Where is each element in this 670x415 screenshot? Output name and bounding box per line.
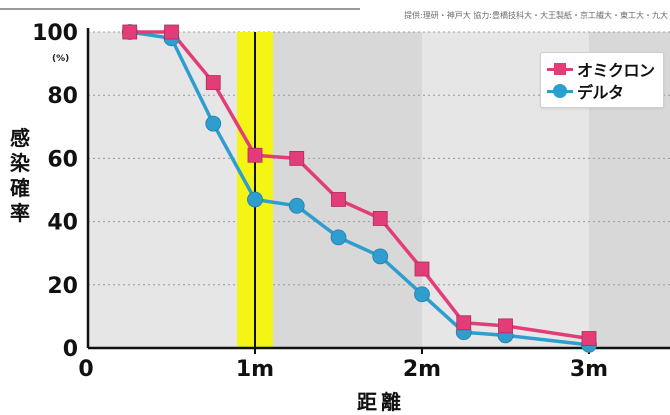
legend-label-delta: デルタ (577, 83, 624, 102)
x-tick-label: 3m (570, 357, 608, 382)
omicron-data-point (456, 315, 472, 331)
x-tick-label: 1m (236, 357, 274, 382)
omicron-data-point (205, 75, 221, 90)
omicron-data-point (331, 192, 346, 207)
x-axis-label: 距離 (357, 390, 405, 414)
omicron-data-point (122, 24, 138, 40)
y-axis-unit: (%) (52, 54, 70, 64)
omicron-data-point (372, 211, 388, 226)
delta-data-point (372, 248, 389, 265)
legend-item-delta: デルタ (547, 80, 655, 102)
x-tick-label: 0 (78, 357, 93, 382)
y-tick-label: 0 (63, 337, 78, 362)
top-rule (0, 0, 360, 10)
delta-data-point (414, 286, 430, 303)
delta-legend-marker (547, 84, 573, 98)
y-tick-label: 40 (47, 211, 78, 236)
y-tick-label: 20 (47, 274, 78, 299)
omicron-data-point (414, 261, 430, 277)
omicron-legend-marker (547, 62, 573, 76)
omicron-data-point (164, 24, 179, 40)
delta-data-point (205, 115, 222, 132)
y-tick-label: 60 (47, 147, 78, 172)
delta-data-point (247, 191, 263, 208)
omicron-data-point (247, 147, 263, 163)
omicron-data-point (498, 318, 513, 334)
y-tick-label: 80 (47, 84, 78, 109)
background-band (88, 32, 255, 348)
delta-data-point (330, 229, 347, 246)
legend-item-omicron: オミクロン (547, 58, 655, 80)
delta-data-point (288, 197, 305, 214)
chart-legend: オミクロン デルタ (540, 52, 664, 108)
background-band (255, 32, 422, 348)
legend-label-omicron: オミクロン (577, 61, 655, 80)
source-credit: 提供:理研・神戸大 協力:豊橋技科大・大王製紙・京工繊大・東工大・九大 (404, 11, 668, 20)
x-tick-label: 2m (403, 357, 441, 382)
y-axis-label: 感染確率 (10, 126, 30, 225)
omicron-data-point (289, 150, 305, 166)
y-tick-label: 100 (32, 21, 78, 46)
omicron-data-point (581, 331, 597, 346)
